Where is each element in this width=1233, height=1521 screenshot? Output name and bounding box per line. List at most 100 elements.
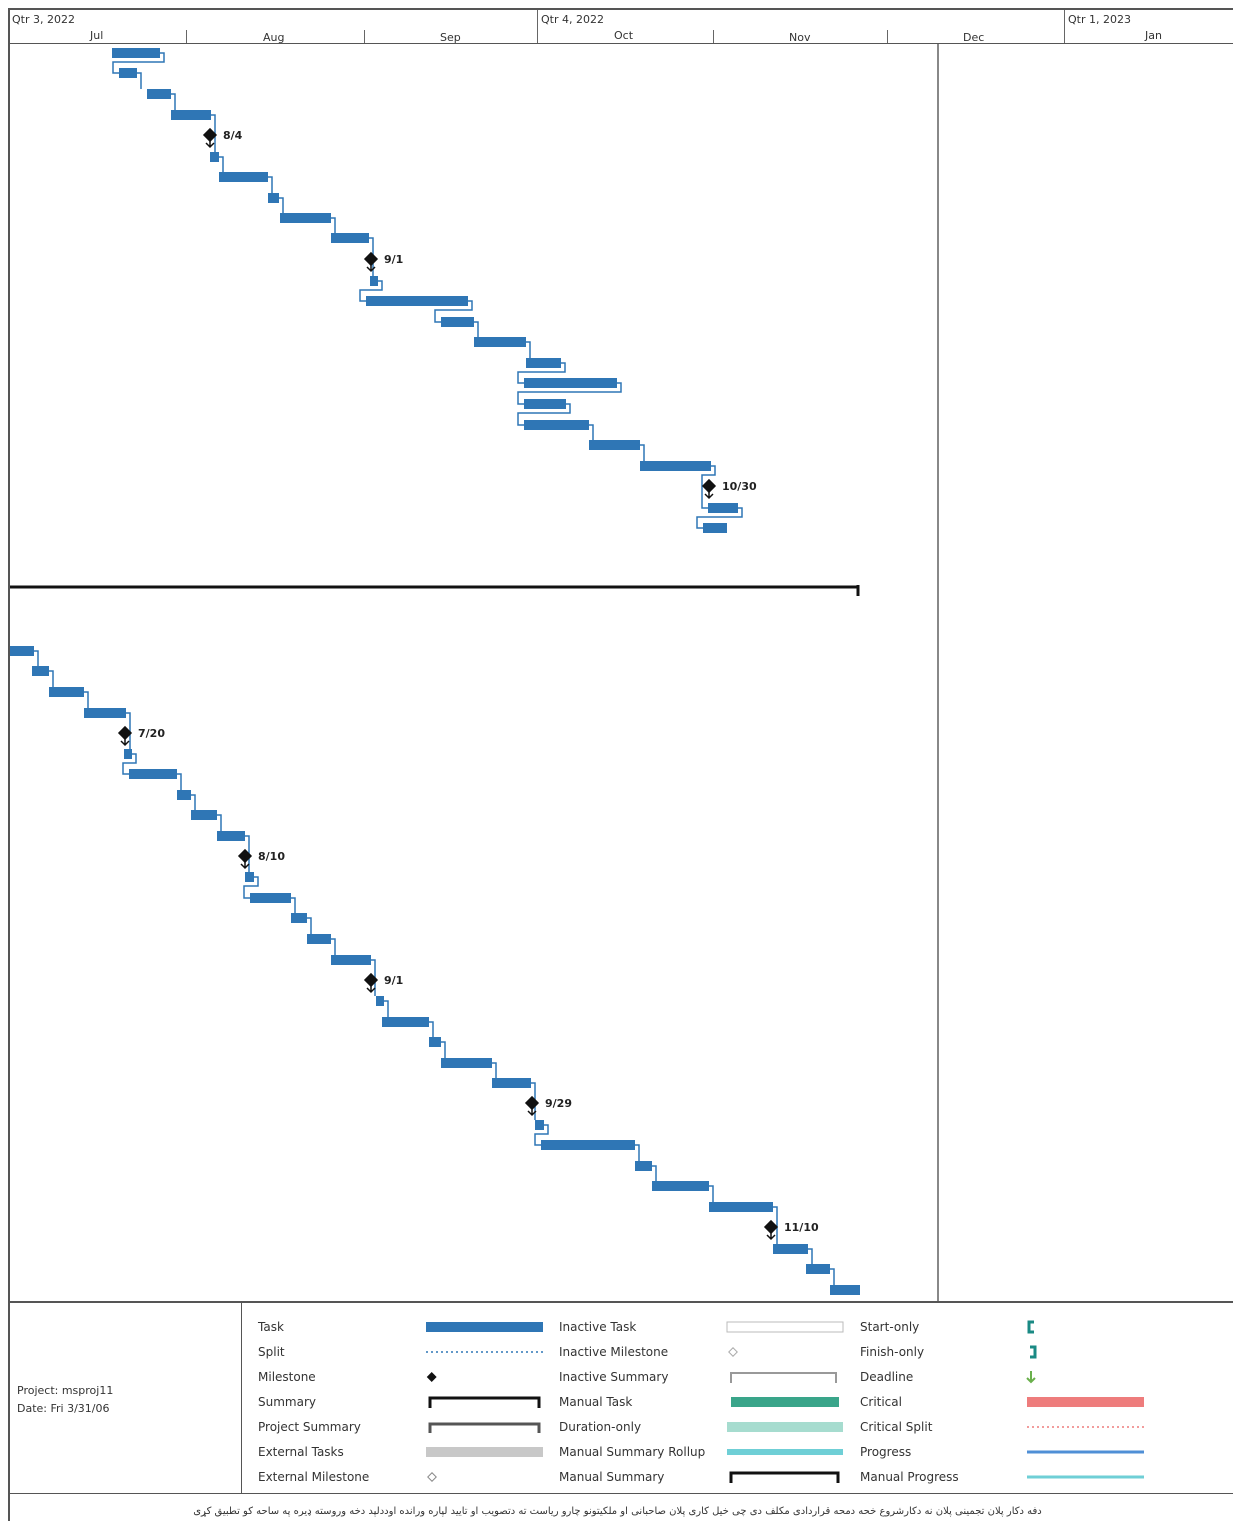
milestone-arrow <box>205 135 215 149</box>
dependency-link <box>534 1124 549 1146</box>
task-bars: 8/4 9/1 10/30 7/20 8/10 9/1 9/29 11/10 <box>10 48 860 1295</box>
milestone-arrow <box>366 259 376 273</box>
month-label: Sep <box>440 31 461 44</box>
task-bar <box>84 708 126 718</box>
legend-label: Inactive Task <box>559 1320 637 1334</box>
task-bar <box>331 955 371 965</box>
dependency-link <box>291 897 296 913</box>
legend-label: Task <box>258 1320 284 1334</box>
dependency-link <box>217 814 222 831</box>
month-divider <box>186 30 187 43</box>
month-label: Oct <box>614 29 634 42</box>
task-bar <box>49 687 84 697</box>
dependency-link <box>112 52 165 74</box>
dependency-link <box>243 876 259 899</box>
dependency-link <box>830 1268 835 1285</box>
task-bar <box>524 420 589 430</box>
task-bar <box>429 1037 441 1047</box>
milestone-label: 7/20 <box>138 727 165 740</box>
dependency-link <box>171 93 176 110</box>
task-bar <box>773 1244 808 1254</box>
dependency-link <box>34 650 39 666</box>
task-bar <box>291 913 307 923</box>
task-bar <box>830 1285 860 1295</box>
dependency-link <box>526 341 531 358</box>
milestone-label: 9/1 <box>384 974 403 987</box>
task-bar <box>280 213 331 223</box>
legend-label: Progress <box>860 1445 912 1459</box>
month-divider <box>713 30 714 43</box>
legend-label: Duration-only <box>559 1420 642 1434</box>
legend-label: External Milestone <box>258 1470 370 1484</box>
dependency-link <box>434 300 473 323</box>
dependency-link <box>219 156 224 172</box>
task-bar <box>635 1161 652 1171</box>
dependency-link <box>517 403 571 426</box>
dependency-link <box>331 938 336 955</box>
milestone-label: 8/10 <box>258 850 285 863</box>
legend-label: Start-only <box>860 1320 920 1334</box>
legend-label: Manual Summary <box>559 1470 665 1484</box>
dependency-link <box>429 1021 434 1037</box>
quarter-divider <box>537 10 538 43</box>
dependency-link <box>474 321 479 337</box>
milestone-label: 8/4 <box>223 129 243 142</box>
milestone-label: 11/10 <box>784 1221 819 1234</box>
dependency-link <box>517 362 566 384</box>
task-bar <box>32 666 49 676</box>
dependency-link <box>211 114 216 152</box>
dependency-link <box>652 1165 657 1181</box>
dependency-link <box>808 1248 813 1264</box>
milestone-arrow <box>240 856 250 870</box>
milestone-label: 10/30 <box>722 480 757 493</box>
task-bar <box>10 646 34 656</box>
dependency-link <box>531 1082 536 1120</box>
task-bar <box>268 193 279 203</box>
dependency-link <box>640 444 645 461</box>
legend-label: Project Summary <box>258 1420 361 1434</box>
month-label: Jul <box>90 29 104 42</box>
dependency-link <box>709 1185 714 1202</box>
task-bar <box>541 1140 635 1150</box>
milestone-arrow <box>366 980 376 994</box>
task-bar <box>441 1058 492 1068</box>
milestone-label: 9/1 <box>384 253 403 266</box>
task-bar <box>708 503 738 513</box>
task-bar <box>171 110 211 120</box>
legend-bottom-border <box>8 1493 1233 1494</box>
legend-label: Finish-only <box>860 1345 925 1359</box>
dependency-link <box>696 507 743 529</box>
legend-label: Milestone <box>258 1370 316 1384</box>
dependency-link <box>589 424 594 440</box>
dependency-link <box>279 197 284 213</box>
legend-label: Manual Progress <box>860 1470 959 1484</box>
dependency-link <box>126 712 131 749</box>
milestone-label: 9/29 <box>545 1097 572 1110</box>
task-bar <box>806 1264 830 1274</box>
quarter-divider <box>1064 10 1065 43</box>
task-bar <box>703 523 727 533</box>
legend-label: Critical <box>860 1395 902 1409</box>
quarter-label: Qtr 4, 2022 <box>541 13 604 26</box>
milestone-arrow <box>120 733 130 747</box>
task-bar <box>245 872 254 882</box>
project-date: Date: Fri 3/31/06 <box>17 1402 110 1415</box>
task-bar <box>112 48 160 58</box>
task-bar <box>217 831 245 841</box>
dependency-link <box>492 1062 497 1078</box>
month-label: Aug <box>263 31 285 44</box>
dependency-link <box>517 382 622 405</box>
task-bar <box>119 68 137 78</box>
dependency-link <box>84 691 89 708</box>
task-bar <box>250 893 291 903</box>
dependency-link <box>307 917 312 934</box>
footer-note: دفه دکار پلان تجمینی پلان نه دکارشروع خح… <box>193 1506 1042 1517</box>
task-bar <box>709 1202 773 1212</box>
milestone-arrow <box>527 1103 537 1117</box>
task-bar <box>526 358 561 368</box>
dependency-link <box>701 465 716 509</box>
quarter-label: Qtr 3, 2022 <box>12 13 75 26</box>
month-divider <box>364 30 365 43</box>
task-bar <box>129 769 177 779</box>
